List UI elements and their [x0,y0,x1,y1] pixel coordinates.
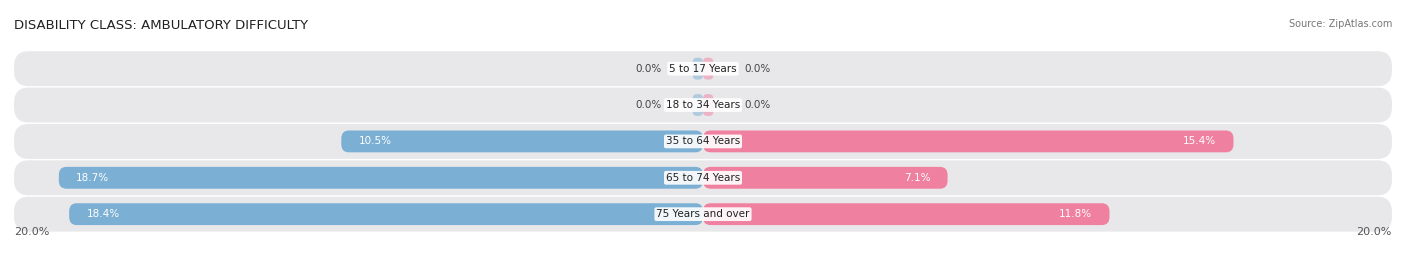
Text: 10.5%: 10.5% [359,136,391,146]
FancyBboxPatch shape [703,167,948,189]
Text: 15.4%: 15.4% [1182,136,1216,146]
Text: 7.1%: 7.1% [904,173,931,183]
Text: 5 to 17 Years: 5 to 17 Years [669,64,737,74]
Text: 0.0%: 0.0% [636,100,662,110]
FancyBboxPatch shape [69,203,703,225]
Text: 75 Years and over: 75 Years and over [657,209,749,219]
FancyBboxPatch shape [59,167,703,189]
FancyBboxPatch shape [703,130,1233,152]
FancyBboxPatch shape [703,94,713,116]
FancyBboxPatch shape [14,160,1392,195]
Text: 18.4%: 18.4% [86,209,120,219]
FancyBboxPatch shape [703,203,1109,225]
FancyBboxPatch shape [693,58,703,80]
Text: 20.0%: 20.0% [1357,227,1392,237]
FancyBboxPatch shape [703,58,713,80]
Text: 18 to 34 Years: 18 to 34 Years [666,100,740,110]
Text: 20.0%: 20.0% [14,227,49,237]
Text: 65 to 74 Years: 65 to 74 Years [666,173,740,183]
FancyBboxPatch shape [14,88,1392,122]
FancyBboxPatch shape [14,51,1392,86]
Text: 11.8%: 11.8% [1059,209,1092,219]
Text: 0.0%: 0.0% [636,64,662,74]
Text: 35 to 64 Years: 35 to 64 Years [666,136,740,146]
Text: DISABILITY CLASS: AMBULATORY DIFFICULTY: DISABILITY CLASS: AMBULATORY DIFFICULTY [14,19,308,32]
Text: Source: ZipAtlas.com: Source: ZipAtlas.com [1288,19,1392,29]
FancyBboxPatch shape [342,130,703,152]
Text: 0.0%: 0.0% [744,100,770,110]
FancyBboxPatch shape [14,197,1392,232]
FancyBboxPatch shape [14,124,1392,159]
Text: 0.0%: 0.0% [744,64,770,74]
FancyBboxPatch shape [693,94,703,116]
Text: 18.7%: 18.7% [76,173,110,183]
